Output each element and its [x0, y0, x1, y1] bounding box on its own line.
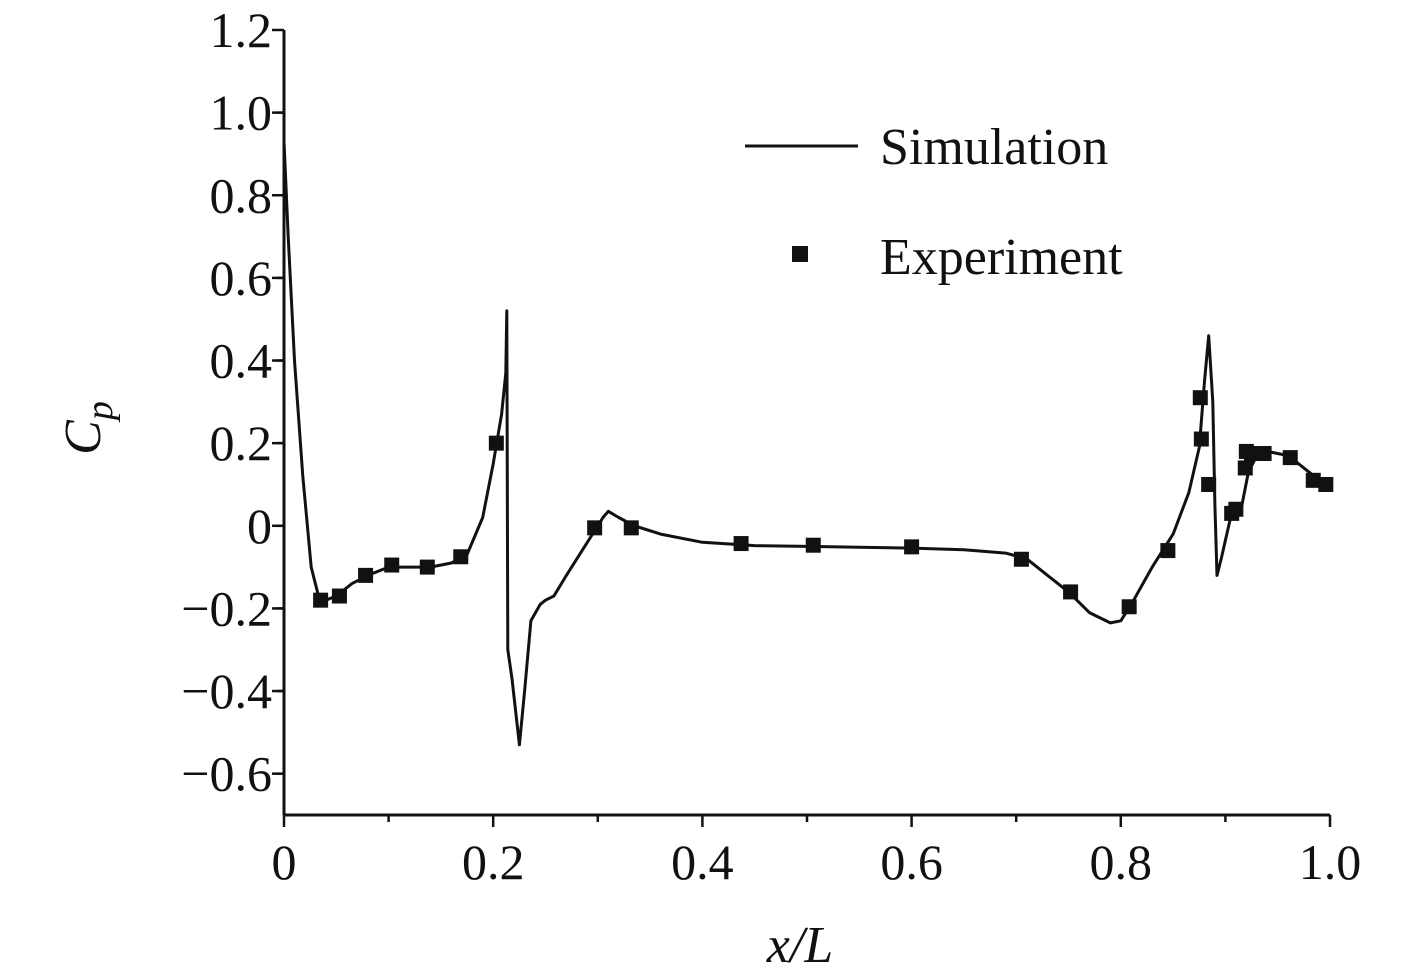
x-tick-label: 0.2: [462, 834, 525, 890]
experiment-point: [1318, 476, 1334, 492]
experiment-point: [331, 588, 347, 604]
y-axis-title-main: C: [55, 419, 112, 455]
experiment-point: [1256, 445, 1272, 461]
x-tick-label: 0.4: [671, 834, 734, 890]
x-tick-label: 1.0: [1299, 834, 1362, 890]
experiment-point: [453, 549, 469, 565]
series-line-simulation: [282, 141, 1331, 747]
y-tick-label: 1.0: [210, 85, 273, 141]
experiment-point: [1063, 584, 1079, 600]
y-tick-label: 1.2: [210, 2, 273, 58]
experiment-point: [1244, 445, 1260, 461]
legend-label-experiment: Experiment: [880, 229, 1123, 286]
experiment-point: [1192, 390, 1208, 406]
legend-square-swatch: [792, 246, 808, 262]
experiment-point: [1282, 450, 1298, 466]
axes-group: [282, 30, 1330, 817]
experiment-point: [488, 435, 504, 451]
svg-text:Cp: Cp: [55, 401, 121, 455]
y-tick-label: 0: [247, 498, 272, 554]
experiment-point: [384, 557, 400, 573]
experiment-point: [1237, 460, 1253, 476]
experiment-point: [1160, 543, 1176, 559]
experiment-point: [733, 536, 749, 552]
experiment-point: [623, 520, 639, 536]
y-tick-label: −0.2: [181, 580, 272, 636]
experiment-point: [358, 567, 374, 583]
y-tick-label: 0.6: [210, 250, 273, 306]
y-tick-label: −0.4: [181, 663, 272, 719]
experiment-point: [1305, 472, 1321, 488]
experiment-point: [1201, 476, 1217, 492]
legend-label-simulation: Simulation: [880, 119, 1108, 176]
experiment-point: [587, 520, 603, 536]
y-tick-label: 0.8: [210, 167, 273, 223]
y-tick-label: 0.4: [210, 333, 273, 389]
experiment-point: [313, 592, 329, 608]
ticks-group: 1.21.00.80.60.40.20−0.2−0.4−0.60 0.2 0.4 0.…: [181, 2, 1361, 890]
experiment-point: [1228, 501, 1244, 517]
x-tick-label: 0.6: [880, 834, 943, 890]
y-tick-label: −0.6: [181, 746, 272, 802]
x-axis-title: x/L: [766, 917, 833, 974]
experiment-point: [904, 539, 920, 555]
experiment-point: [419, 559, 435, 575]
experiment-point: [805, 537, 821, 553]
y-axis-title: Cp: [55, 401, 121, 455]
y-tick-label: 0.2: [210, 415, 273, 471]
experiment-point: [1013, 551, 1029, 567]
x-tick-label: 0.8: [1090, 834, 1153, 890]
experiment-point: [1193, 431, 1209, 447]
experiment-point: [1121, 599, 1137, 615]
y-axis-title-sub: p: [79, 401, 121, 423]
data-group: [282, 141, 1334, 747]
legend: Simulation Experiment: [745, 119, 1123, 286]
x-tick-label: 0: [272, 834, 297, 890]
